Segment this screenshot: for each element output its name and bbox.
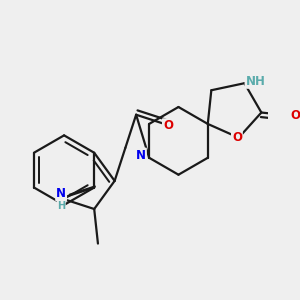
Text: NH: NH	[245, 75, 266, 88]
Text: O: O	[232, 131, 242, 144]
Text: N: N	[56, 187, 66, 200]
Text: N: N	[136, 148, 146, 161]
Text: O: O	[163, 119, 173, 132]
Text: H: H	[57, 202, 65, 212]
Text: O: O	[291, 109, 300, 122]
